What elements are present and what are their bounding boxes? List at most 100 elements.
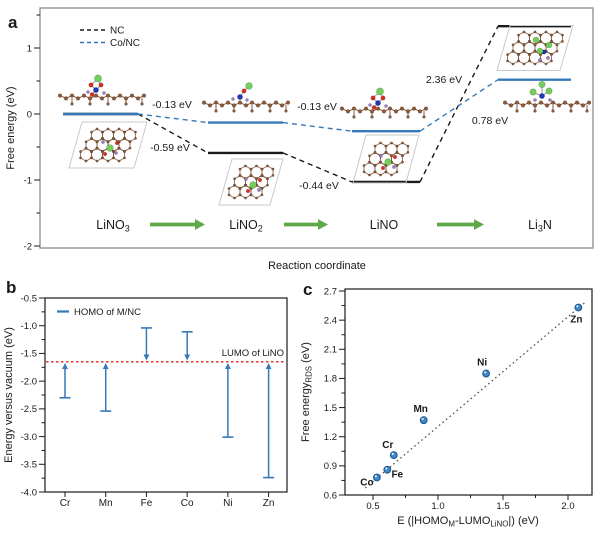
- y-tick-label: -3.0: [21, 432, 37, 443]
- atom: [406, 150, 410, 154]
- atom: [422, 115, 426, 119]
- atom: [514, 100, 520, 105]
- connector-Co/NC: [419, 79, 499, 132]
- atom: [101, 130, 105, 134]
- atom: [123, 137, 127, 141]
- molecule-inset-LiNO-adsorbed-side-view: [339, 87, 429, 119]
- atom: [238, 187, 242, 191]
- atom: [367, 173, 371, 177]
- hexagon: [507, 50, 519, 65]
- atom: [117, 159, 121, 163]
- atom: [249, 174, 253, 178]
- point-marker: [373, 473, 381, 482]
- atom: [257, 188, 261, 192]
- atom: [89, 92, 95, 97]
- atom: [265, 177, 269, 181]
- data-point-Co: Co: [360, 473, 381, 489]
- atom: [111, 96, 117, 101]
- point-label: Cr: [382, 440, 393, 451]
- atom: [271, 173, 275, 177]
- atom: [238, 174, 242, 178]
- atom: [140, 102, 144, 106]
- atom: [368, 154, 372, 158]
- atom: [241, 88, 247, 94]
- hexagon: [113, 147, 125, 162]
- panel-b-homo-lumo-levels: -0.5 -1.0 -1.5 -2.0 -2.5 -3.0 -3.5 -4.0 Cr Mn Fe Co…: [21, 293, 288, 509]
- atom: [405, 109, 411, 114]
- atom: [271, 167, 275, 171]
- panel-a-label: a: [8, 13, 18, 32]
- cell-outline: [496, 25, 574, 71]
- cell-outline: [218, 158, 284, 206]
- lumo-reference-label: LUMO of LiNO: [222, 348, 284, 359]
- atom: [106, 102, 110, 106]
- x-category-label: Ni: [223, 498, 232, 509]
- atom: [533, 49, 537, 53]
- atom: [556, 103, 562, 108]
- arrow-head-up: [62, 362, 68, 369]
- atom: [345, 109, 351, 114]
- atom: [522, 30, 526, 34]
- atom: [522, 43, 526, 47]
- atom: [522, 62, 526, 66]
- connector-Co/NC: [282, 121, 353, 132]
- atom: [268, 109, 272, 113]
- y-tick-label: -2.5: [21, 404, 37, 415]
- data-point-Mn: Mn: [413, 404, 428, 425]
- y-tick-label: -2: [24, 241, 32, 252]
- point-highlight: [421, 417, 424, 421]
- atom: [395, 170, 399, 174]
- atom: [95, 159, 99, 163]
- atom: [233, 196, 237, 200]
- x-tick-label: 0.5: [366, 501, 379, 512]
- cell-outline: [68, 121, 148, 169]
- x-category-label: Zn: [263, 498, 275, 509]
- hexagon: [228, 184, 241, 199]
- atom: [511, 43, 515, 47]
- atom: [511, 49, 515, 53]
- x-category-label: Mn: [99, 498, 113, 509]
- connector-Co/NC: [137, 113, 209, 124]
- x-category-label: Cr: [60, 498, 71, 509]
- atom: [225, 100, 231, 105]
- atom: [101, 137, 105, 141]
- atom: [384, 158, 392, 166]
- atom: [273, 100, 279, 105]
- atom: [244, 183, 248, 187]
- atom: [105, 93, 111, 98]
- point-highlight: [374, 475, 377, 478]
- data-point-Zn: Zn: [570, 303, 583, 326]
- atom: [245, 188, 251, 194]
- atom: [417, 109, 423, 114]
- atom: [285, 100, 291, 105]
- atom: [106, 159, 110, 163]
- panel-a-ylabel: Free energy (eV): [5, 86, 17, 169]
- connector-NC: [282, 152, 353, 183]
- atom: [237, 100, 243, 105]
- atom: [380, 165, 386, 171]
- atom: [536, 47, 544, 55]
- atom: [384, 104, 388, 108]
- atom: [106, 140, 110, 144]
- atom: [550, 33, 554, 37]
- atom: [245, 82, 253, 90]
- hexagon: [518, 50, 530, 65]
- atom: [373, 170, 377, 174]
- atom: [508, 103, 514, 108]
- atom: [378, 173, 382, 177]
- atom: [351, 106, 357, 111]
- atom: [400, 154, 404, 158]
- atom: [84, 146, 88, 150]
- atom: [511, 62, 515, 66]
- atom: [257, 177, 263, 183]
- atom: [90, 137, 94, 141]
- atom: [517, 59, 521, 63]
- atom: [389, 173, 393, 177]
- panel-b-frame: [44, 297, 288, 493]
- atom: [244, 164, 248, 168]
- atom: [378, 160, 382, 164]
- atom: [233, 177, 237, 181]
- atom: [243, 103, 249, 108]
- atom: [539, 33, 543, 37]
- atom: [128, 146, 132, 150]
